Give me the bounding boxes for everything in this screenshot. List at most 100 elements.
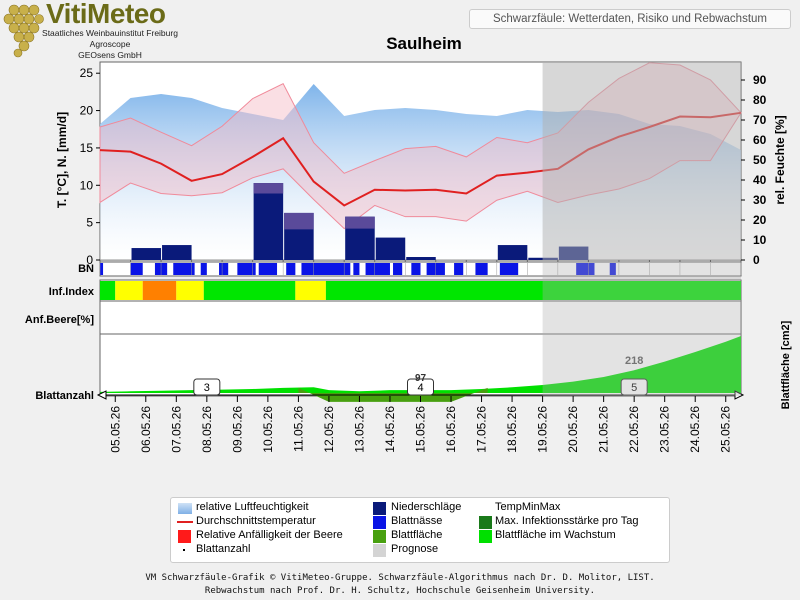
- bn-wet-segment: [173, 263, 195, 275]
- legend-swatch-leafgrowth: [479, 530, 492, 543]
- right-tick-label: 30: [753, 193, 767, 207]
- grape-logo-icon: [3, 4, 44, 58]
- bn-wet-segment: [219, 263, 229, 275]
- precip-bar: [253, 183, 284, 260]
- bn-wet-segment: [100, 263, 104, 275]
- right-tick-label: 70: [753, 113, 767, 127]
- bn-wet-segment: [353, 263, 360, 275]
- left-axis-label: T. [°C], N. [mm/d]: [55, 112, 69, 208]
- brand-title: VitiMeteo: [46, 0, 166, 29]
- x-tick-label: 24.05.26: [688, 406, 702, 453]
- inf-index-segment: [100, 281, 116, 300]
- left-tick-label: 20: [80, 104, 94, 118]
- right-tick-label: 80: [753, 93, 767, 107]
- x-tick-label: 23.05.26: [658, 406, 672, 453]
- bn-wet-segment: [130, 263, 143, 275]
- left-tick-label: 5: [86, 216, 93, 230]
- precip-bar-cap: [284, 212, 314, 230]
- legend: relative Luftfeuchtigkeit Niederschläge …: [170, 497, 670, 563]
- inf-index-segment: [325, 281, 741, 300]
- left-tick-label: 10: [80, 178, 94, 192]
- legend-swatch-infection: [479, 516, 492, 529]
- x-tick-label: 17.05.26: [475, 406, 489, 453]
- x-tick-label: 25.05.26: [719, 406, 733, 453]
- precip-bar: [162, 245, 192, 260]
- legend-infection: Max. Infektionsstärke pro Tag: [495, 515, 639, 527]
- footer: VM Schwarzfäule-Grafik © VitiMeteo-Grupp…: [0, 572, 800, 598]
- right-tick-label: 50: [753, 153, 767, 167]
- bn-wet-segment: [286, 263, 296, 275]
- x-tick-label: 06.05.26: [139, 406, 153, 453]
- x-tick-label: 13.05.26: [352, 406, 366, 453]
- right-tick-label: 20: [753, 213, 767, 227]
- leaf-count-label: 4: [417, 382, 423, 394]
- infection-peak-label: 97: [415, 373, 427, 384]
- legend-swatch-berry: [178, 530, 191, 543]
- row-label-bn: BN: [78, 263, 94, 275]
- forecast-shade-main: [542, 62, 741, 260]
- location-title: Saulheim: [386, 34, 462, 53]
- footer-line-2: Rebwachstum nach Prof. Dr. H. Schultz, H…: [204, 586, 596, 596]
- bn-wet-segment: [609, 263, 616, 275]
- precip-bar: [375, 237, 406, 260]
- legend-precip: Niederschläge: [391, 501, 462, 513]
- vitimeteo-logo: VitiMeteo Staatliches Weinbauinstitut Fr…: [0, 0, 190, 64]
- right-tick-label: 10: [753, 233, 767, 247]
- leaf-count-box: [193, 378, 221, 396]
- x-tick-label: 14.05.26: [383, 406, 397, 453]
- x-tick-label: 05.05.26: [108, 406, 122, 453]
- row-label-anf-beere: Anf.Beere[%]: [25, 314, 94, 326]
- x-tick-label: 11.05.26: [291, 406, 305, 452]
- leaf-area-growth: [100, 336, 741, 393]
- precip-bar: [131, 248, 162, 260]
- legend-leafarea: Blattfläche: [391, 529, 443, 541]
- legend-swatch-humidity: [178, 503, 192, 514]
- legend-swatch-forecast: [373, 544, 386, 557]
- right-axis-label: rel. Feuchte [%]: [773, 115, 787, 204]
- left-tick-label: 0: [86, 253, 93, 267]
- precip-bar: [497, 245, 528, 260]
- leaf-area-max-label: 218: [625, 355, 643, 367]
- org-line-2: Agroscope: [89, 39, 131, 49]
- x-tick-label: 12.05.26: [322, 406, 336, 453]
- org-line-1: Staatliches Weinbauinstitut Freiburg: [42, 28, 178, 38]
- x-tick-label: 19.05.26: [536, 406, 550, 453]
- x-tick-label: 20.05.26: [566, 406, 580, 453]
- right-tick-label: 0: [753, 253, 760, 267]
- legend-tempmean: Durchschnittstemperatur: [196, 515, 316, 527]
- left-tick-label: 25: [80, 66, 94, 80]
- inf-index-segment: [142, 281, 177, 300]
- legend-swatch-precip: [373, 502, 386, 515]
- x-tick-label: 18.05.26: [505, 406, 519, 453]
- chart-subtitle: Schwarzfäule: Wetterdaten, Risiko und Re…: [469, 9, 791, 29]
- legend-berry: Relative Anfälligkeit der Beere: [196, 529, 343, 541]
- left-arrow-icon: [96, 390, 107, 400]
- bn-wet-segment: [200, 263, 207, 275]
- row-label-inf-index: Inf.Index: [49, 286, 95, 298]
- left-tick-label: 15: [80, 141, 94, 155]
- x-tick-label: 15.05.26: [414, 406, 428, 453]
- leaf-count-label: 5: [631, 382, 637, 394]
- x-tick-label: 08.05.26: [200, 406, 214, 453]
- x-tick-label: 10.05.26: [261, 406, 275, 453]
- legend-forecast: Prognose: [391, 543, 439, 555]
- right-tick-label: 60: [753, 133, 767, 147]
- precip-bar: [406, 257, 436, 260]
- inf-index-segment: [115, 281, 143, 300]
- bn-wet-segment: [258, 263, 278, 275]
- legend-swatch-leafarea: [373, 530, 386, 543]
- leaf-area-axis-label: Blattfläche [cm2]: [780, 320, 792, 409]
- leaf-count-label: 3: [204, 382, 210, 394]
- legend-leafcount: Blattanzahl: [196, 543, 251, 555]
- org-line-3: GEOsens GmbH: [78, 50, 142, 60]
- x-tick-label: 07.05.26: [169, 406, 183, 453]
- x-tick-label: 21.05.26: [597, 406, 611, 453]
- bn-wet-segment: [237, 263, 256, 275]
- right-tick-label: 40: [753, 173, 767, 187]
- inf-index-segment: [203, 281, 296, 300]
- x-tick-label: 09.05.26: [230, 406, 244, 453]
- x-tick-label: 16.05.26: [444, 406, 458, 453]
- bn-wet-segment: [576, 263, 595, 275]
- forecast-shade-lower: [542, 262, 741, 396]
- inf-index-segment: [176, 281, 204, 300]
